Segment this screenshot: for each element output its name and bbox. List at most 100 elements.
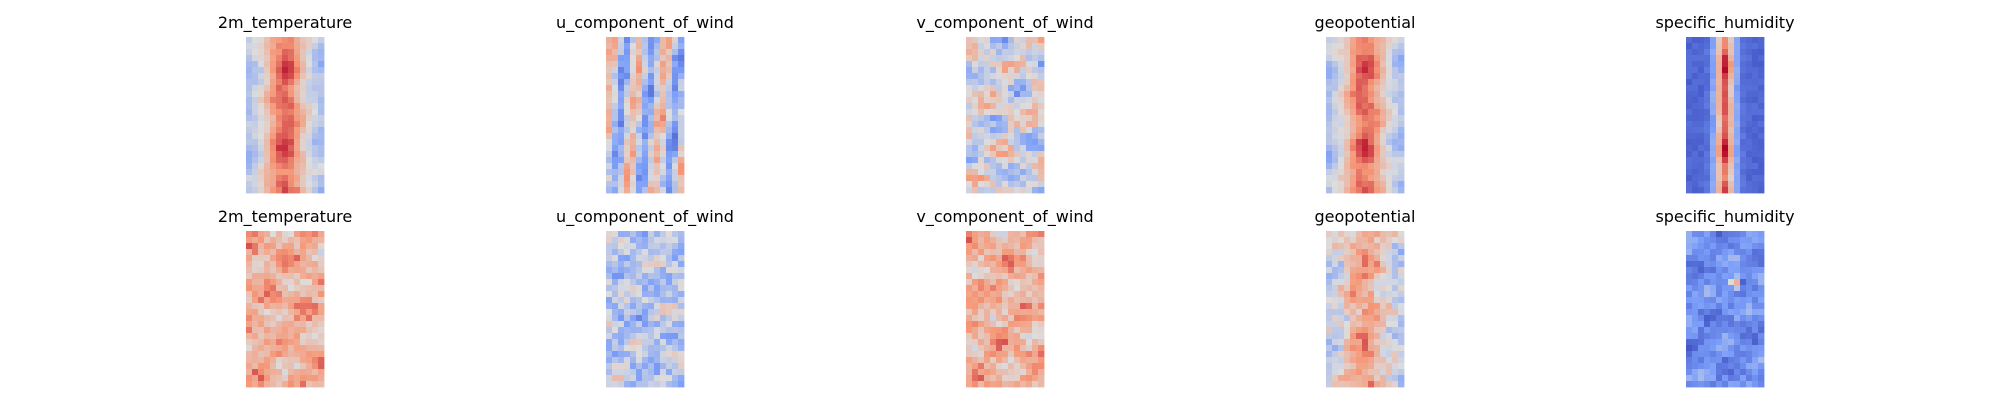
- heatmap-cell: [1716, 231, 1723, 238]
- heatmap-cell: [660, 109, 667, 116]
- heatmap-cell: [984, 49, 991, 56]
- heatmap-cell: [1386, 67, 1393, 74]
- heatmap-cell: [1020, 79, 1027, 86]
- heatmap-cell: [612, 363, 619, 370]
- heatmap-cell: [660, 115, 667, 122]
- heatmap-cell: [618, 49, 625, 56]
- heatmap-cell: [246, 309, 253, 316]
- heatmap-cell: [1380, 249, 1387, 256]
- heatmap-cell: [276, 163, 283, 170]
- heatmap-cell: [1020, 151, 1027, 158]
- heatmap-cell: [624, 285, 631, 292]
- heatmap-cell: [1716, 43, 1723, 50]
- heatmap-cell: [318, 151, 325, 158]
- heatmap-cell: [678, 85, 685, 92]
- heatmap-cell: [1332, 243, 1339, 250]
- heatmap-cell: [264, 285, 271, 292]
- heatmap-cell: [642, 115, 649, 122]
- heatmap-cell: [990, 175, 997, 182]
- heatmap-cell: [1392, 333, 1399, 340]
- heatmap-cell: [1350, 309, 1357, 316]
- heatmap-cell: [1326, 157, 1333, 164]
- heatmap-cell: [1758, 363, 1765, 370]
- heatmap-cell: [1752, 91, 1759, 98]
- heatmap-cell: [282, 121, 289, 128]
- heatmap-cell: [1026, 285, 1033, 292]
- heatmap-cell: [618, 37, 625, 44]
- heatmap-cell: [1704, 61, 1711, 68]
- heatmap-cell: [300, 363, 307, 370]
- heatmap-cell: [270, 243, 277, 250]
- heatmap-cell: [246, 339, 253, 346]
- heatmap-cell: [630, 237, 637, 244]
- heatmap-cell: [1722, 249, 1729, 256]
- heatmap-cell: [1038, 315, 1045, 322]
- heatmap-cell: [972, 91, 979, 98]
- heatmap-cell: [648, 181, 655, 188]
- heatmap-cell: [300, 381, 307, 388]
- heatmap-cell: [1692, 303, 1699, 310]
- heatmap-cell: [654, 345, 661, 352]
- heatmap-cell: [1332, 115, 1339, 122]
- heatmap-cell: [1734, 321, 1741, 328]
- heatmap-cell: [1380, 37, 1387, 44]
- heatmap-cell: [264, 267, 271, 274]
- heatmap-cell: [1734, 115, 1741, 122]
- heatmap-cell: [672, 315, 679, 322]
- heatmap-cell: [648, 261, 655, 268]
- heatmap-cell: [282, 273, 289, 280]
- heatmap-cell: [1026, 73, 1033, 80]
- heatmap-cell: [1728, 163, 1735, 170]
- heatmap-cell: [672, 255, 679, 262]
- heatmap-cell: [660, 381, 667, 388]
- heatmap-cell: [1386, 369, 1393, 376]
- heatmap-cell: [1752, 321, 1759, 328]
- heatmap-cell: [318, 55, 325, 62]
- heatmap-cell: [1008, 121, 1015, 128]
- heatmap-cell: [1356, 333, 1363, 340]
- heatmap-cell: [306, 351, 313, 358]
- heatmap-cell: [1722, 315, 1729, 322]
- heatmap-cell: [672, 303, 679, 310]
- heatmap-cell: [642, 109, 649, 116]
- heatmap-cell: [1752, 97, 1759, 104]
- heatmap-cell: [612, 37, 619, 44]
- heatmap-cell: [660, 43, 667, 50]
- heatmap-cell: [1386, 133, 1393, 140]
- heatmap-cell: [1722, 381, 1729, 388]
- heatmap-cell: [612, 115, 619, 122]
- heatmap-cell: [660, 91, 667, 98]
- heatmap-cell: [630, 357, 637, 364]
- heatmap-cell: [1332, 43, 1339, 50]
- heatmap-cell: [672, 43, 679, 50]
- heatmap-cell: [1692, 91, 1699, 98]
- heatmap-cell: [1356, 303, 1363, 310]
- heatmap-cell: [1380, 279, 1387, 286]
- heatmap-cell: [1692, 151, 1699, 158]
- heatmap-cell: [288, 97, 295, 104]
- heatmap-cell: [294, 151, 301, 158]
- heatmap-cell: [978, 97, 985, 104]
- heatmap-cell: [1710, 127, 1717, 134]
- heatmap-cell: [1734, 279, 1741, 286]
- heatmap-cell: [1014, 249, 1021, 256]
- heatmap-cell: [1332, 85, 1339, 92]
- heatmap-cell: [660, 103, 667, 110]
- heatmap-cell: [1326, 79, 1333, 86]
- heatmap-cell: [1752, 103, 1759, 110]
- heatmap-cell: [270, 327, 277, 334]
- heatmap-cell: [642, 175, 649, 182]
- heatmap-cell: [648, 67, 655, 74]
- heatmap-cell: [978, 273, 985, 280]
- heatmap-cell: [630, 321, 637, 328]
- heatmap-cell: [1326, 255, 1333, 262]
- heatmap-cell: [246, 381, 253, 388]
- heatmap-cell: [636, 169, 643, 176]
- heatmap-cell: [1368, 363, 1375, 370]
- heatmap-cell: [1344, 163, 1351, 170]
- heatmap-cell: [978, 67, 985, 74]
- heatmap-cell: [258, 297, 265, 304]
- heatmap-cell: [252, 157, 259, 164]
- heatmap-cell: [1722, 255, 1729, 262]
- heatmap-cell: [612, 297, 619, 304]
